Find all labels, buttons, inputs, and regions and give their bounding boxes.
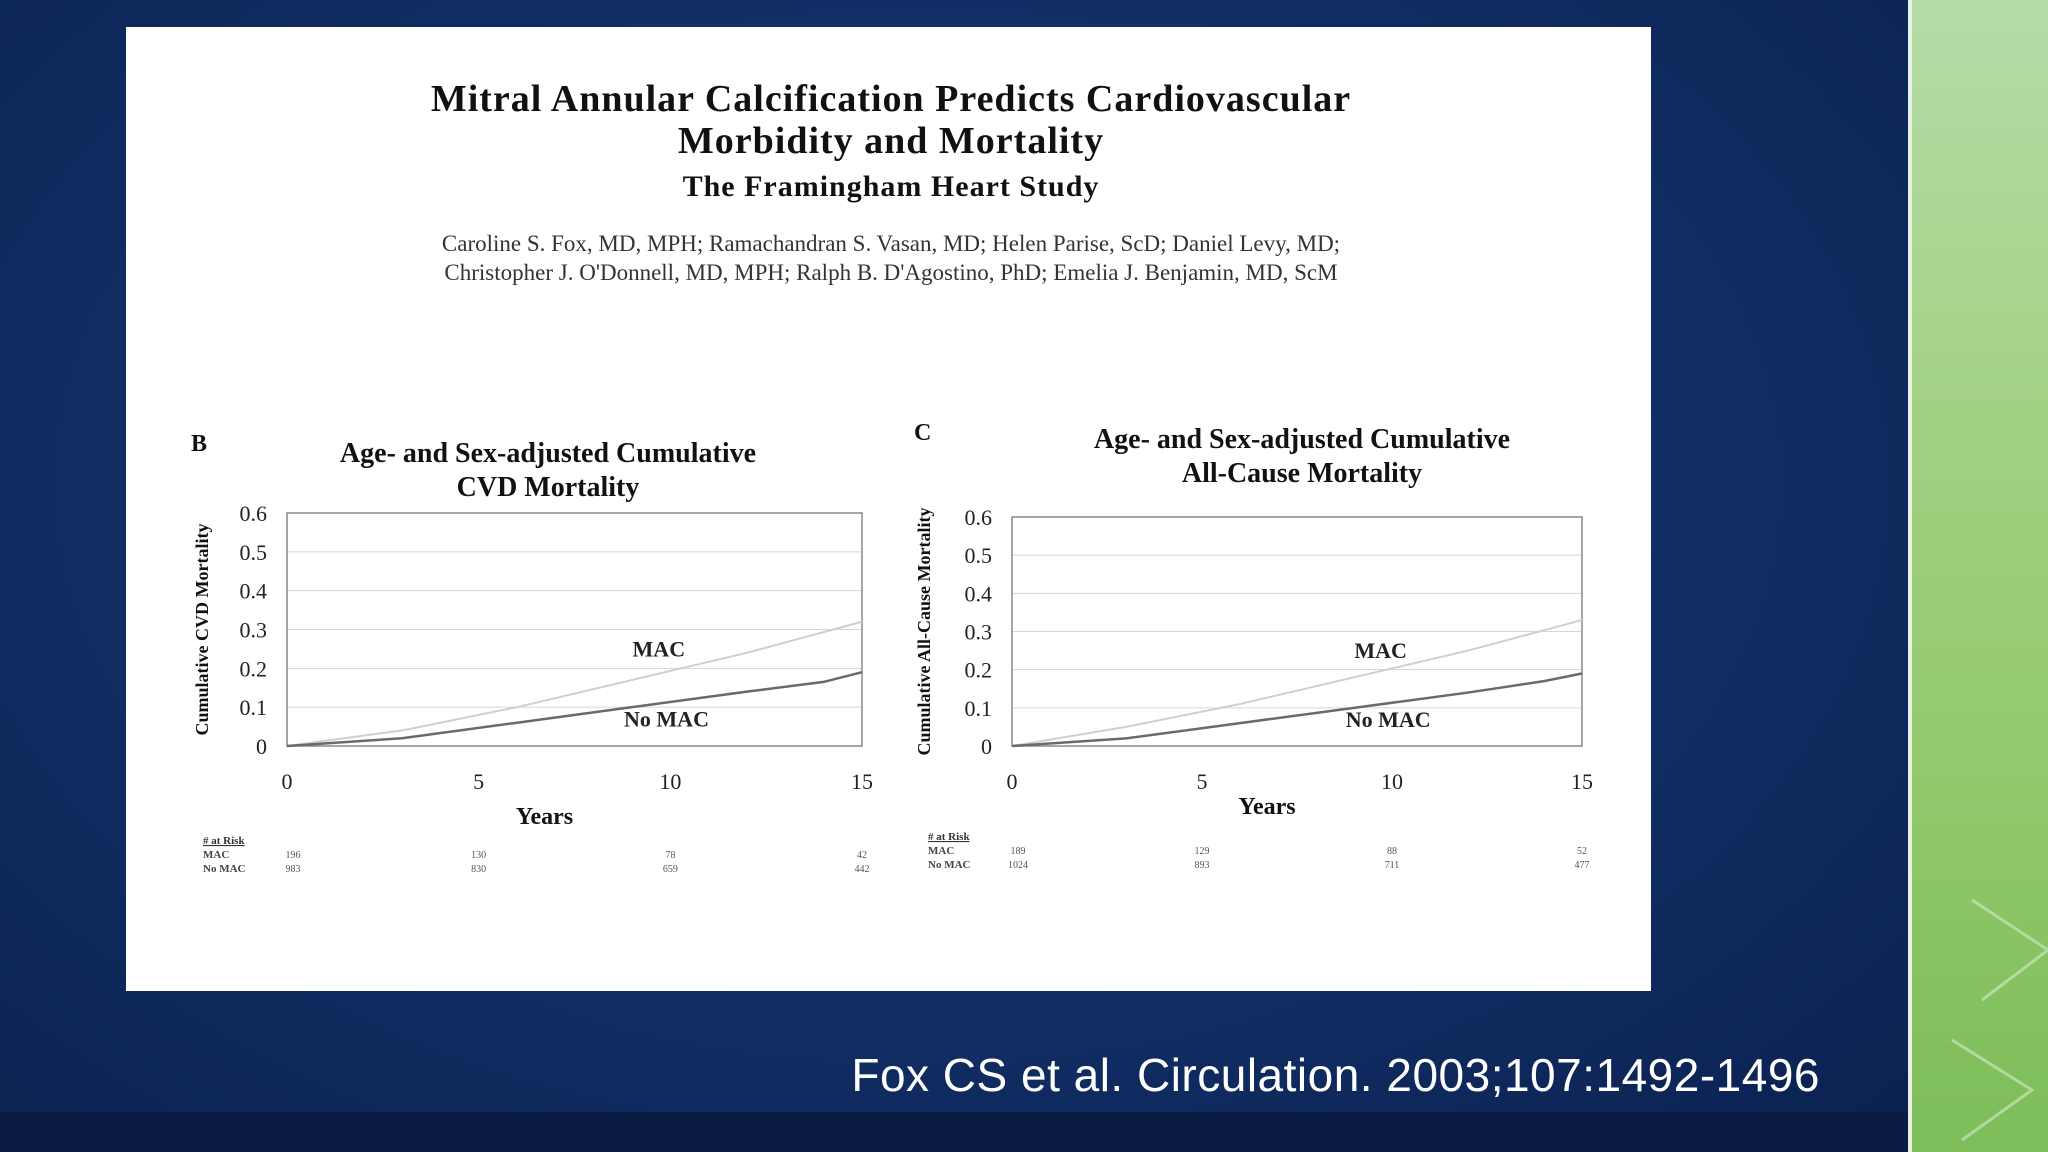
x-tick-label: 10	[659, 769, 681, 794]
y-tick-label: 0.3	[965, 620, 993, 645]
chart-c-all-cause-mortality: C Age- and Sex-adjusted CumulativeAll-Cau…	[914, 420, 1593, 871]
x-tick-label: 0	[282, 769, 293, 794]
x-axis-label: Years	[516, 804, 573, 830]
x-tick-label: 5	[1197, 769, 1208, 794]
at-risk-header: # at Risk	[203, 835, 245, 847]
y-axis-label: Cumulative CVD Mortality	[192, 524, 212, 736]
chart-title-line1: Age- and Sex-adjusted Cumulative	[1094, 424, 1510, 455]
series-line-no-mac	[1011, 672, 1583, 748]
paper-title-line2: Morbidity and Mortality	[678, 120, 1104, 162]
chart-title-line1: Age- and Sex-adjusted Cumulative	[340, 438, 756, 469]
x-axis-label: Years	[1238, 794, 1295, 820]
y-tick-label: 0.3	[240, 618, 268, 643]
at-risk-value: 88	[1387, 846, 1397, 857]
at-risk-value: 52	[1577, 846, 1587, 857]
y-tick-label: 0.1	[240, 695, 268, 720]
at-risk-value: 196	[286, 850, 301, 861]
at-risk-value: 78	[665, 850, 675, 861]
at-risk-value: 983	[286, 864, 301, 875]
y-tick-label: 0	[256, 734, 267, 759]
series-line-no-mac	[286, 671, 863, 748]
green-panel-edge	[1908, 0, 1914, 1152]
y-axis-label: Cumulative All-Cause Mortality	[914, 508, 934, 756]
at-risk-value: 189	[1011, 846, 1026, 857]
y-tick-label: 0	[981, 734, 992, 759]
y-tick-label: 0.6	[240, 501, 268, 526]
series-label-no-mac: No MAC	[1346, 707, 1431, 732]
series-label-mac: MAC	[633, 637, 686, 662]
panel-label: C	[914, 420, 931, 446]
at-risk-value: 477	[1575, 860, 1590, 871]
at-risk-row-label: No MAC	[928, 859, 971, 871]
y-tick-label: 0.6	[965, 505, 993, 530]
series-line-mac	[286, 620, 863, 747]
bottom-band	[0, 1112, 1912, 1152]
paper-title-line1: Mitral Annular Calcification Predicts Ca…	[431, 78, 1351, 120]
x-tick-label: 15	[1571, 769, 1593, 794]
chevron-decoration-icon	[1951, 898, 2048, 1142]
series-label-no-mac: No MAC	[624, 707, 709, 732]
x-tick-label: 15	[851, 769, 873, 794]
x-tick-label: 10	[1381, 769, 1403, 794]
at-risk-header: # at Risk	[928, 831, 970, 843]
at-risk-value: 1024	[1008, 860, 1028, 871]
x-tick-label: 0	[1007, 769, 1018, 794]
y-tick-label: 0.2	[240, 656, 268, 681]
paper-authors-line2: Christopher J. O'Donnell, MD, MPH; Ralph…	[444, 260, 1337, 285]
plot-frame	[1011, 516, 1583, 747]
decorative-green-panel	[1912, 0, 2048, 1152]
at-risk-value: 129	[1195, 846, 1210, 857]
at-risk-value: 893	[1195, 860, 1210, 871]
y-tick-label: 0.5	[240, 540, 268, 565]
y-tick-label: 0.4	[240, 579, 268, 604]
slide-card: Mitral Annular Calcification Predicts Ca…	[126, 27, 1651, 991]
y-tick-label: 0.2	[965, 658, 993, 683]
x-tick-label: 5	[473, 769, 484, 794]
y-tick-label: 0.1	[965, 696, 993, 721]
y-tick-label: 0.4	[965, 581, 993, 606]
paper-figure: Mitral Annular Calcification Predicts Ca…	[191, 78, 1593, 875]
chart-title-line2: CVD Mortality	[457, 472, 640, 503]
at-risk-value: 130	[471, 850, 486, 861]
y-tick-label: 0.5	[965, 543, 993, 568]
panel-label: B	[191, 431, 207, 457]
chart-title-line2: All-Cause Mortality	[1182, 458, 1422, 489]
at-risk-value: 711	[1385, 860, 1400, 871]
plot-frame	[286, 512, 863, 747]
paper-subtitle: The Framingham Heart Study	[683, 170, 1100, 203]
at-risk-value: 830	[471, 864, 486, 875]
series-line-mac	[1011, 619, 1583, 747]
series-label-mac: MAC	[1354, 638, 1407, 663]
at-risk-value: 659	[663, 864, 678, 875]
at-risk-value: 442	[855, 864, 870, 875]
citation-text: Fox CS et al. Circulation. 2003;107:1492…	[851, 1049, 1820, 1101]
at-risk-row-label: MAC	[203, 849, 229, 861]
at-risk-value: 42	[857, 850, 867, 861]
at-risk-row-label: No MAC	[203, 863, 246, 875]
paper-authors-line1: Caroline S. Fox, MD, MPH; Ramachandran S…	[442, 231, 1340, 256]
at-risk-row-label: MAC	[928, 845, 954, 857]
